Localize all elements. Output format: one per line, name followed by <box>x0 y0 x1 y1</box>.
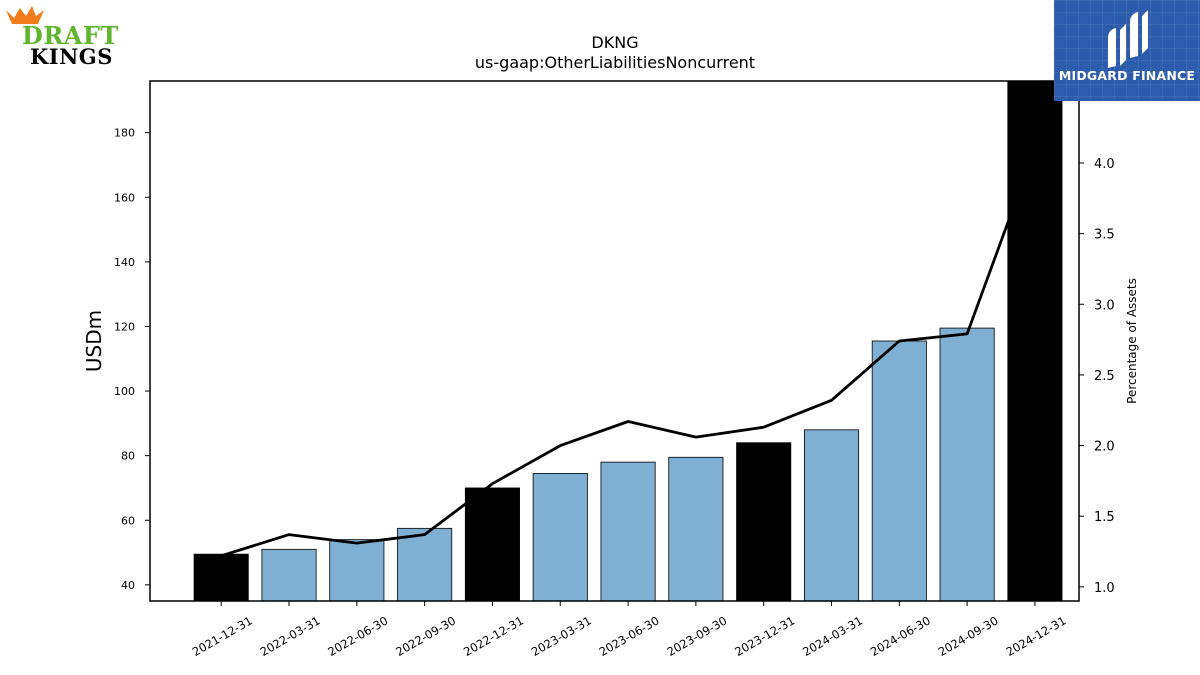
y2-tick-label: 2.0 <box>1094 440 1115 455</box>
chart-subtitle: us-gaap:OtherLiabilitiesNoncurrent <box>475 53 755 72</box>
bar-2024-09-30 <box>939 327 995 602</box>
y-tick-label: 120 <box>114 320 135 333</box>
y2-tick-label: 2.5 <box>1094 369 1115 384</box>
x-tick-label: 2024-06-30 <box>868 613 933 659</box>
bar-2022-12-31 <box>464 487 520 602</box>
bar-2024-03-31 <box>803 429 860 602</box>
y2-tick-label: 3.0 <box>1094 298 1115 313</box>
y2-tick-label: 3.5 <box>1094 228 1115 243</box>
bar-2023-12-31 <box>736 442 792 602</box>
draftkings-wordmark-top: DRAFT <box>22 21 119 50</box>
line-layer <box>220 148 1037 558</box>
y-tick-label: 180 <box>114 127 135 140</box>
x-tick-label: 2023-09-30 <box>664 613 729 659</box>
bar-2023-09-30 <box>668 456 724 602</box>
midgard-finance-logo: MIDGARD FINANCE <box>1054 0 1200 101</box>
plot-frame <box>149 80 1080 602</box>
x-tick-label: 2024-03-31 <box>800 613 865 659</box>
y-tick-label: 40 <box>121 579 135 592</box>
draftkings-wordmark-bottom: KINGS <box>30 44 113 69</box>
chart-title: DKNG <box>591 33 638 52</box>
x-tick-label: 2023-03-31 <box>529 613 594 659</box>
bar-2023-03-31 <box>532 473 588 602</box>
y2-tick-label: 1.5 <box>1094 510 1115 525</box>
bars-layer <box>193 80 1063 602</box>
x-tick-label: 2023-06-30 <box>597 613 662 659</box>
percentage-of-assets-line <box>220 148 1037 558</box>
y2-axis-label: Percentage of Assets <box>1125 278 1139 404</box>
y-tick-label: 60 <box>121 514 135 527</box>
y-tick-label: 160 <box>114 191 135 204</box>
x-tick-label: 2022-12-31 <box>461 613 526 659</box>
y-tick-label: 100 <box>114 385 135 398</box>
y-axis-label: USDm <box>82 310 106 372</box>
x-tick-label: 2023-12-31 <box>732 613 797 659</box>
x-tick-label: 2022-03-31 <box>258 613 323 659</box>
bar-2023-06-30 <box>600 461 656 602</box>
x-tick-label: 2024-09-30 <box>936 613 1001 659</box>
midgard-finance-name: MIDGARD FINANCE <box>1058 68 1196 83</box>
y2-tick-label: 4.0 <box>1094 157 1115 172</box>
y-tick-label: 140 <box>114 256 135 269</box>
y-tick-label: 80 <box>121 450 135 463</box>
x-tick-label: 2021-12-31 <box>190 613 255 659</box>
bar-2024-06-30 <box>871 340 927 602</box>
x-tick-label: 2022-09-30 <box>393 613 458 659</box>
x-tick-label: 2022-06-30 <box>325 613 390 659</box>
crown-icon <box>6 6 44 24</box>
bar-2022-09-30 <box>397 527 453 602</box>
draftkings-logo: DRAFT KINGS <box>4 4 124 69</box>
bar-2021-12-31 <box>193 553 249 602</box>
y2-tick-label: 1.0 <box>1094 581 1115 596</box>
bar-2022-06-30 <box>329 539 385 602</box>
x-tick-label: 2024-12-31 <box>1004 613 1069 659</box>
bar-2024-12-31 <box>1007 80 1063 602</box>
midgard-mark-icon <box>1108 10 1148 68</box>
bar-2022-03-31 <box>261 548 317 602</box>
